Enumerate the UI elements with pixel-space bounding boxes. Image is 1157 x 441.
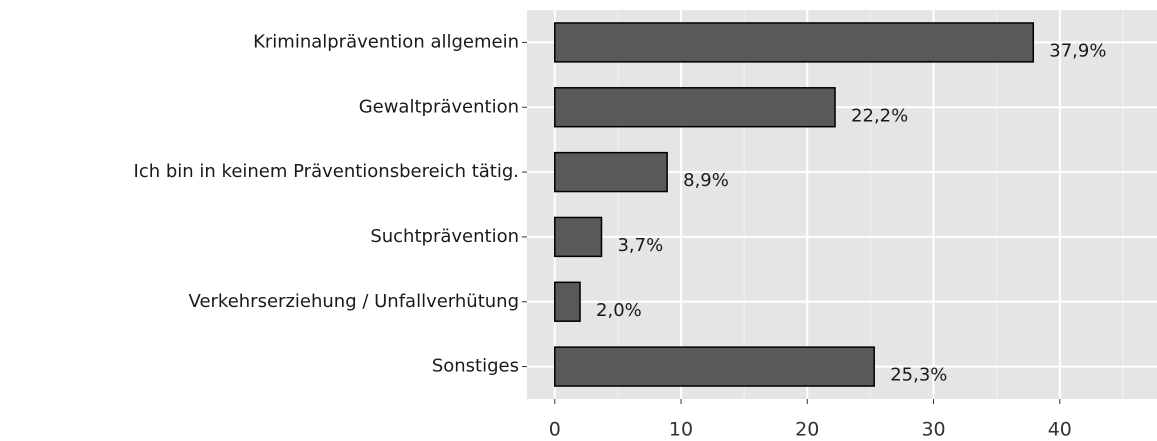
bar: [554, 151, 668, 193]
y-tick-label: Suchtprävention: [370, 226, 519, 247]
panel: [527, 10, 1157, 399]
value-label: 2,0%: [596, 300, 642, 321]
y-tick-label: Ich bin in keinem Präventionsbereich tät…: [134, 161, 519, 182]
x-tick-label: 30: [921, 419, 945, 441]
bar: [554, 216, 603, 258]
value-label: 22,2%: [851, 105, 908, 126]
x-tick-label: 20: [795, 419, 819, 441]
bar: [554, 22, 1035, 63]
bar: [554, 87, 836, 128]
value-label: 25,3%: [890, 365, 947, 386]
y-tick-label: Gewaltprävention: [359, 96, 519, 117]
bar: [554, 346, 875, 387]
y-tick-label: Verkehrserziehung / Unfallverhütung: [189, 291, 519, 312]
value-label: 37,9%: [1049, 40, 1106, 61]
x-tick-label: 0: [549, 419, 561, 441]
x-tick-label: 10: [669, 419, 693, 441]
y-tick-label: Sonstiges: [432, 356, 519, 377]
value-label: 8,9%: [683, 170, 729, 191]
bar: [554, 281, 581, 322]
value-label: 3,7%: [617, 235, 663, 256]
y-tick-label: Kriminalprävention allgemein: [253, 31, 519, 52]
x-tick-label: 40: [1048, 419, 1072, 441]
